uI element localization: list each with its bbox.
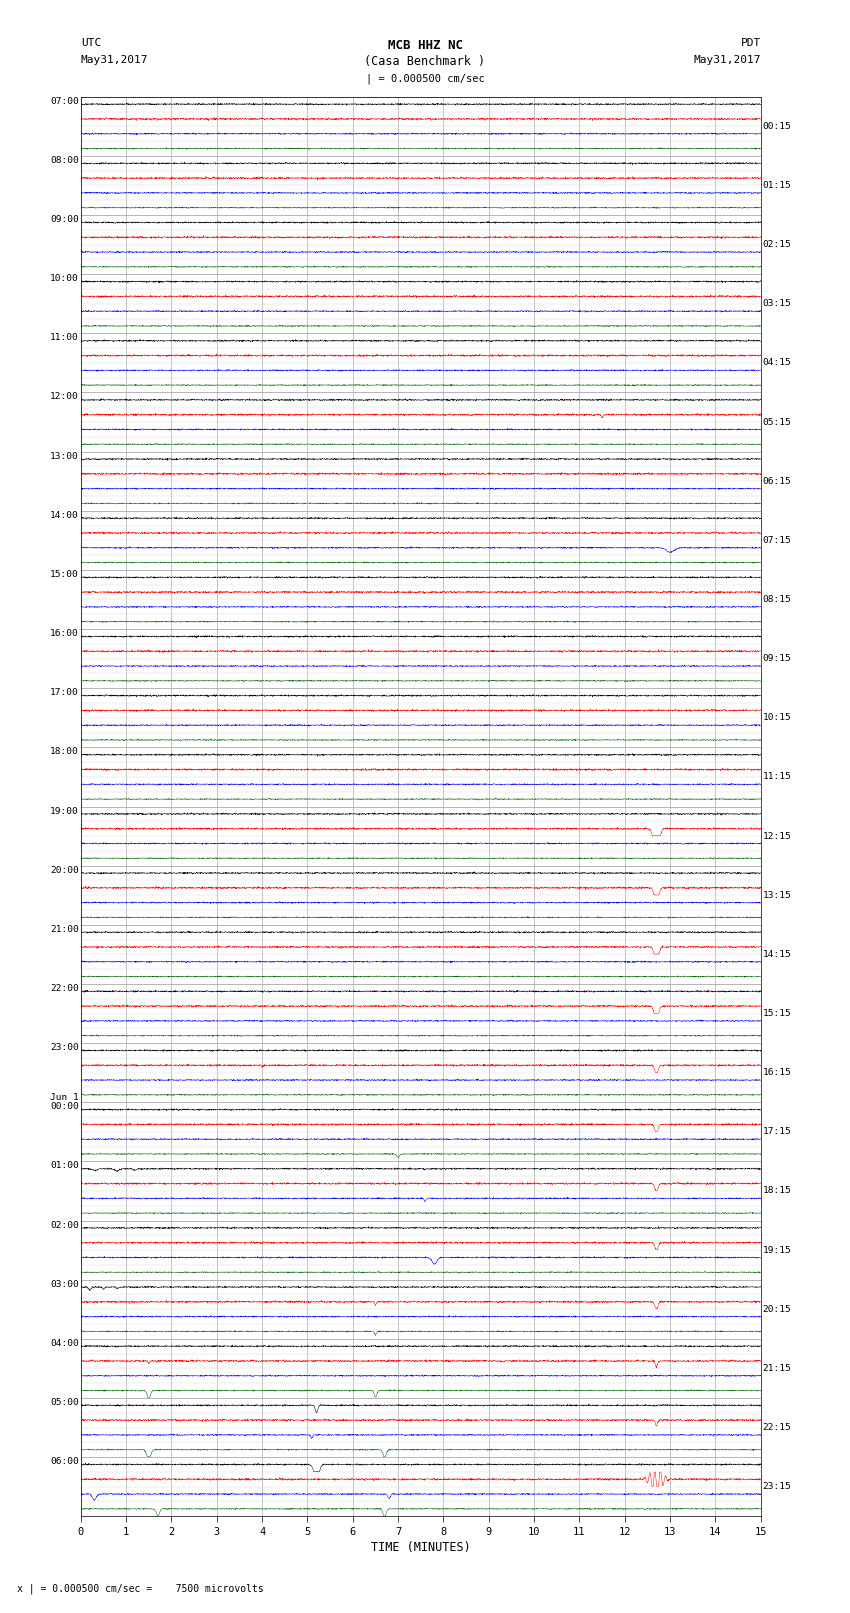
Text: 04:15: 04:15 [762, 358, 791, 368]
Text: 06:00: 06:00 [50, 1457, 79, 1466]
Text: 02:15: 02:15 [762, 240, 791, 248]
Text: (Casa Benchmark ): (Casa Benchmark ) [365, 55, 485, 68]
Text: 07:00: 07:00 [50, 97, 79, 106]
Text: 11:00: 11:00 [50, 334, 79, 342]
Text: 00:15: 00:15 [762, 123, 791, 131]
Text: 18:00: 18:00 [50, 747, 79, 756]
Text: 03:00: 03:00 [50, 1279, 79, 1289]
Text: 19:00: 19:00 [50, 806, 79, 816]
Text: 18:15: 18:15 [762, 1187, 791, 1195]
Text: 09:15: 09:15 [762, 655, 791, 663]
Text: | = 0.000500 cm/sec: | = 0.000500 cm/sec [366, 73, 484, 84]
Text: 02:00: 02:00 [50, 1221, 79, 1229]
Text: 14:15: 14:15 [762, 950, 791, 958]
Text: 15:15: 15:15 [762, 1010, 791, 1018]
Text: 08:15: 08:15 [762, 595, 791, 603]
Text: 03:15: 03:15 [762, 300, 791, 308]
Text: 10:15: 10:15 [762, 713, 791, 723]
Text: 20:15: 20:15 [762, 1305, 791, 1313]
Text: 21:00: 21:00 [50, 924, 79, 934]
Text: 23:00: 23:00 [50, 1044, 79, 1052]
Text: 16:15: 16:15 [762, 1068, 791, 1077]
Text: UTC: UTC [81, 39, 101, 48]
Text: 15:00: 15:00 [50, 569, 79, 579]
Text: May31,2017: May31,2017 [81, 55, 148, 65]
Text: 21:15: 21:15 [762, 1365, 791, 1373]
Text: 08:00: 08:00 [50, 156, 79, 165]
Text: 22:15: 22:15 [762, 1423, 791, 1432]
Text: 16:00: 16:00 [50, 629, 79, 639]
Text: 07:15: 07:15 [762, 536, 791, 545]
Text: 22:00: 22:00 [50, 984, 79, 994]
Text: 17:15: 17:15 [762, 1127, 791, 1136]
Text: 17:00: 17:00 [50, 689, 79, 697]
Text: 20:00: 20:00 [50, 866, 79, 874]
Text: 13:00: 13:00 [50, 452, 79, 461]
Text: 19:15: 19:15 [762, 1245, 791, 1255]
Text: 23:15: 23:15 [762, 1482, 791, 1490]
Text: 05:00: 05:00 [50, 1398, 79, 1407]
X-axis label: TIME (MINUTES): TIME (MINUTES) [371, 1540, 471, 1553]
Text: 04:00: 04:00 [50, 1339, 79, 1348]
Text: 13:15: 13:15 [762, 890, 791, 900]
Text: x | = 0.000500 cm/sec =    7500 microvolts: x | = 0.000500 cm/sec = 7500 microvolts [17, 1582, 264, 1594]
Text: MCB HHZ NC: MCB HHZ NC [388, 39, 462, 52]
Text: Jun 1: Jun 1 [50, 1094, 79, 1102]
Text: 05:15: 05:15 [762, 418, 791, 426]
Text: 10:00: 10:00 [50, 274, 79, 284]
Text: 12:00: 12:00 [50, 392, 79, 402]
Text: 06:15: 06:15 [762, 477, 791, 486]
Text: 11:15: 11:15 [762, 773, 791, 781]
Text: PDT: PDT [740, 39, 761, 48]
Text: 09:00: 09:00 [50, 215, 79, 224]
Text: 12:15: 12:15 [762, 832, 791, 840]
Text: May31,2017: May31,2017 [694, 55, 761, 65]
Text: 14:00: 14:00 [50, 511, 79, 519]
Text: 01:15: 01:15 [762, 181, 791, 190]
Text: 01:00: 01:00 [50, 1161, 79, 1171]
Text: 00:00: 00:00 [50, 1102, 79, 1111]
